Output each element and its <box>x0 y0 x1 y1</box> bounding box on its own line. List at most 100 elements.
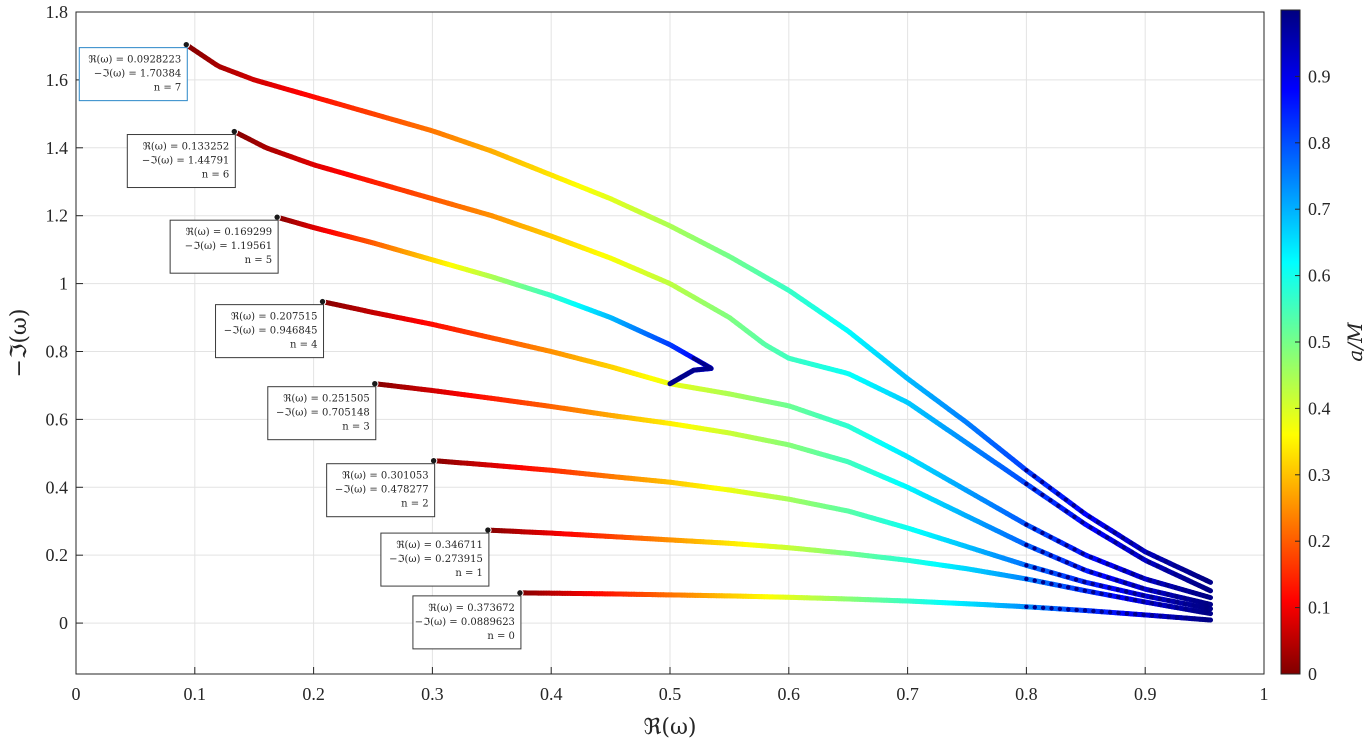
series-n7 <box>182 40 1214 585</box>
datatip-n2[interactable]: ℜ(ω) = 0.301053 −ℑ(ω) = 0.478277 n = 2 <box>326 463 436 518</box>
series-marker <box>1155 563 1161 569</box>
series-marker <box>1121 545 1127 550</box>
series-marker <box>1138 575 1144 580</box>
series-marker <box>1066 607 1071 612</box>
datatip-box <box>169 219 279 274</box>
x-tick-label: 0.3 <box>421 684 444 704</box>
datatip-point[interactable] <box>230 127 239 136</box>
datatip-line2: −ℑ(ω) = 0.273915 <box>389 554 483 565</box>
series-marker <box>1099 609 1104 614</box>
series-marker <box>1065 585 1071 590</box>
series-marker <box>1082 588 1088 593</box>
series-marker <box>1040 605 1046 611</box>
colorbar-tick-label: 0.9 <box>1308 66 1331 86</box>
series-marker <box>1107 593 1113 598</box>
series-marker <box>1190 580 1196 585</box>
series-marker <box>1208 606 1213 612</box>
colorbar-tick-label: 0.7 <box>1308 199 1331 219</box>
datatip-box <box>215 304 325 359</box>
series-marker <box>1089 570 1094 575</box>
datatip-point[interactable] <box>371 379 379 388</box>
series-marker <box>1120 535 1126 541</box>
series-marker <box>1040 549 1045 555</box>
datatip-line1: ℜ(ω) = 0.207515 <box>231 312 318 323</box>
series-marker <box>1122 568 1127 573</box>
x-tick-label: 0.7 <box>896 684 919 704</box>
series-marker <box>1032 473 1037 479</box>
series-marker <box>1032 526 1037 531</box>
datatip-n7[interactable]: ℜ(ω) = 0.0928223 −ℑ(ω) = 1.70384 n = 7 <box>78 47 188 102</box>
series-marker <box>1157 596 1163 602</box>
series-marker <box>1132 591 1137 596</box>
datatip-line1: ℜ(ω) = 0.346711 <box>396 540 483 551</box>
datatip-line3: n = 0 <box>487 631 515 642</box>
datatip-point[interactable] <box>429 457 438 465</box>
series-marker <box>1091 590 1096 595</box>
series-marker <box>1131 583 1136 588</box>
datatip-point[interactable] <box>318 297 327 306</box>
series-marker <box>1113 565 1119 570</box>
series-marker <box>1182 596 1187 601</box>
datatip-n0[interactable]: ℜ(ω) = 0.373672 −ℑ(ω) = 0.0889623 n = 0 <box>412 595 522 650</box>
series-marker <box>1104 525 1109 530</box>
series-marker <box>1173 585 1178 590</box>
series-marker <box>1079 509 1084 514</box>
series-marker <box>1133 611 1138 617</box>
datatip-line3: n = 7 <box>154 83 182 94</box>
y-tick-label: 1.8 <box>46 2 69 22</box>
series-marker <box>1164 568 1169 573</box>
series-marker <box>1105 561 1110 567</box>
series-marker <box>1065 574 1070 580</box>
series-marker <box>1080 520 1085 525</box>
colorbar-tick-label: 0 <box>1308 664 1317 684</box>
datatip-line3: n = 1 <box>455 568 483 579</box>
colorbar-tick-label: 0.1 <box>1308 598 1331 618</box>
series-marker <box>1071 503 1076 508</box>
series-marker <box>1088 555 1094 560</box>
datatip-line3: n = 6 <box>202 170 230 181</box>
datatip-n3[interactable]: ℜ(ω) = 0.251505 −ℑ(ω) = 0.705148 n = 3 <box>267 386 377 441</box>
datatip-n5[interactable]: ℜ(ω) = 0.169299 −ℑ(ω) = 1.19561 n = 5 <box>169 219 279 274</box>
series-marker <box>1024 563 1029 568</box>
series-marker <box>1048 553 1053 558</box>
series-marker <box>1149 613 1155 618</box>
series-marker <box>1174 615 1180 620</box>
datatip-point[interactable] <box>182 40 190 49</box>
series-marker <box>1183 601 1188 607</box>
series-marker <box>1158 613 1163 619</box>
datatip-point[interactable] <box>516 589 524 597</box>
datatip-line2: −ℑ(ω) = 0.0889623 <box>415 617 515 628</box>
series-marker <box>1199 604 1205 610</box>
series-marker <box>1191 616 1197 621</box>
series-marker <box>1057 572 1062 578</box>
series-marker <box>1124 596 1129 601</box>
series-marker <box>1140 593 1146 598</box>
series-marker <box>1063 497 1069 502</box>
x-tick-label: 0.8 <box>1015 684 1038 704</box>
series-marker <box>1057 583 1063 588</box>
series-marker <box>1074 607 1079 613</box>
datatip-n6[interactable]: ℜ(ω) = 0.133252 −ℑ(ω) = 1.44791 n = 6 <box>126 134 236 189</box>
datatip-box <box>126 134 236 189</box>
y-tick-label: 1.6 <box>46 70 69 90</box>
series-marker <box>1116 594 1121 600</box>
series-marker <box>1182 587 1187 593</box>
series-marker <box>1156 580 1161 585</box>
series-marker <box>1097 558 1102 563</box>
series-marker <box>1072 563 1078 569</box>
datatip-point[interactable] <box>484 526 492 534</box>
datatip-line1: ℜ(ω) = 0.373672 <box>428 603 515 614</box>
series-marker <box>1199 575 1204 581</box>
y-tick-label: 1.4 <box>46 138 69 158</box>
x-tick-label: 0 <box>72 684 81 704</box>
datatip-n4[interactable]: ℜ(ω) = 0.207515 −ℑ(ω) = 0.946845 n = 4 <box>215 304 325 359</box>
series-marker <box>1138 555 1143 560</box>
datatip-line3: n = 2 <box>401 499 429 510</box>
series-marker <box>1190 590 1196 595</box>
series-marker <box>1116 610 1121 616</box>
series-marker <box>1208 617 1213 623</box>
colorbar-tick-label: 0.8 <box>1308 133 1331 153</box>
datatip-n1[interactable]: ℜ(ω) = 0.346711 −ℑ(ω) = 0.273915 n = 1 <box>380 532 490 587</box>
datatip-point[interactable] <box>273 213 281 221</box>
